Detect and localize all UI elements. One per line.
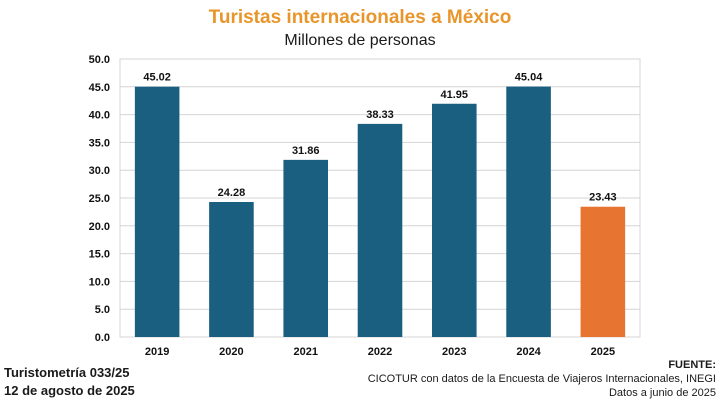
data-label: 41.95 xyxy=(441,89,469,101)
y-tick-label: 40.0 xyxy=(89,110,110,122)
x-tick-label: 2023 xyxy=(442,346,466,358)
data-label: 23.43 xyxy=(589,192,617,204)
bar-2024 xyxy=(506,86,551,337)
chart-subtitle: Millones de personas xyxy=(284,32,436,49)
data-label: 45.02 xyxy=(143,72,171,84)
bar-2022 xyxy=(357,123,403,338)
bar-2021 xyxy=(283,159,328,337)
report-number: Turistometría 033/25 xyxy=(4,365,130,380)
data-label: 24.28 xyxy=(218,187,246,199)
y-tick-label: 45.0 xyxy=(89,82,110,94)
y-tick-label: 50.0 xyxy=(89,54,110,66)
footer-source: FUENTE: CICOTUR con datos de la Encuesta… xyxy=(368,358,716,400)
footer-report-info: Turistometría 033/25 12 de agosto de 202… xyxy=(4,364,135,400)
bar-2023 xyxy=(432,103,477,338)
bar-chart: 0.0 5.0 10.0 15.0 20.0 25.0 30.0 35.0 40.0 45.0 50… xyxy=(89,54,641,358)
x-tick-label: 2020 xyxy=(219,346,243,358)
y-tick-label: 5.0 xyxy=(95,304,110,316)
chart-title: Turistas internacionales a México xyxy=(208,7,512,28)
x-tick-label: 2019 xyxy=(145,346,169,358)
data-label: 31.86 xyxy=(292,145,320,157)
bar-2019 xyxy=(134,86,180,337)
report-date: 12 de agosto de 2025 xyxy=(4,383,135,398)
y-tick-label: 25.0 xyxy=(89,193,110,205)
y-tick-label: 15.0 xyxy=(89,249,110,261)
data-label: 38.33 xyxy=(366,109,394,121)
x-tick-label: 2021 xyxy=(293,346,317,358)
bar-2025 xyxy=(580,206,626,337)
source-text: CICOTUR con datos de la Encuesta de Viaj… xyxy=(367,373,716,385)
source-label: FUENTE: xyxy=(668,359,716,371)
bar-2020 xyxy=(209,202,254,337)
y-tick-label: 10.0 xyxy=(89,276,110,288)
y-tick-label: 35.0 xyxy=(89,137,110,149)
data-label: 45.04 xyxy=(515,72,543,84)
x-tick-label: 2022 xyxy=(368,346,392,358)
source-date: Datos a junio de 2025 xyxy=(608,387,716,399)
x-tick-label: 2025 xyxy=(591,346,615,358)
y-tick-label: 30.0 xyxy=(89,165,110,177)
y-tick-label: 20.0 xyxy=(89,221,110,233)
y-tick-label: 0.0 xyxy=(95,332,110,344)
x-tick-label: 2024 xyxy=(516,346,541,358)
